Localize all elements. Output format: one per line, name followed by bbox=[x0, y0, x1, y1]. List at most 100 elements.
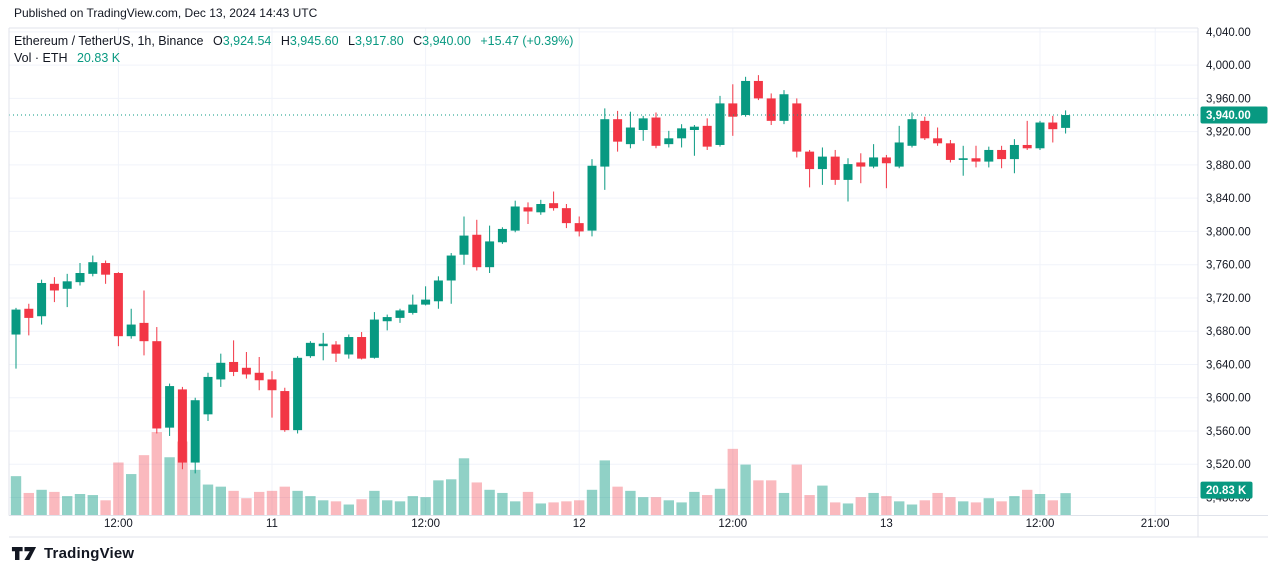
high-label: H bbox=[280, 34, 290, 48]
volume-bar bbox=[458, 458, 470, 515]
volume-bar bbox=[945, 497, 956, 515]
candle-body-down bbox=[856, 162, 866, 167]
candle-body-down bbox=[830, 156, 840, 180]
candle-body-up bbox=[293, 357, 303, 431]
candle-body-down bbox=[920, 120, 930, 139]
volume-bar bbox=[49, 491, 60, 515]
volume-bar bbox=[151, 432, 162, 515]
volume-bar bbox=[1022, 489, 1033, 515]
volume-bar bbox=[87, 495, 98, 515]
price-axis-label: 3,840.00 bbox=[1206, 193, 1251, 205]
time-axis-label: 12:00 bbox=[1026, 518, 1055, 530]
candle-body-up bbox=[369, 319, 379, 358]
volume-bar bbox=[471, 482, 482, 515]
price-axis-label: 3,760.00 bbox=[1206, 260, 1251, 272]
candle-body-up bbox=[1009, 144, 1019, 160]
volume-bar bbox=[689, 491, 700, 515]
legend-line-symbol: Ethereum / TetherUS, 1h, Binance O3,924.… bbox=[14, 33, 573, 50]
candle-body-up bbox=[625, 127, 635, 145]
candle-body-up bbox=[1061, 115, 1071, 128]
volume-value: 20.83 K bbox=[76, 51, 121, 65]
volume-bar bbox=[202, 484, 214, 515]
time-axis-label: 11 bbox=[266, 518, 278, 530]
candle-body-down bbox=[574, 223, 584, 232]
volume-bar bbox=[10, 476, 22, 515]
volume-bar bbox=[266, 490, 278, 515]
volume-bar bbox=[804, 495, 815, 515]
volume-bar bbox=[778, 492, 790, 515]
volume-bar bbox=[663, 500, 674, 515]
candle-body-down bbox=[753, 80, 763, 99]
volume-bar bbox=[1060, 493, 1071, 515]
candle-body-down bbox=[702, 125, 712, 147]
price-axis-label: 3,920.00 bbox=[1206, 127, 1251, 139]
candle-body-up bbox=[88, 262, 98, 274]
candle-body-down bbox=[561, 208, 571, 224]
price-axis-label: 3,800.00 bbox=[1206, 226, 1251, 238]
candle-body-down bbox=[997, 149, 1007, 160]
candle-body-down bbox=[241, 367, 251, 375]
candle-body-down bbox=[113, 273, 123, 337]
candle-body-down bbox=[881, 157, 891, 164]
price-axis-label: 3,600.00 bbox=[1206, 393, 1251, 405]
volume-bar bbox=[62, 496, 73, 515]
candle-body-down bbox=[267, 379, 277, 391]
volume-bar bbox=[919, 500, 930, 515]
legend-line-volume: Vol · ETH 20.83 K bbox=[14, 50, 573, 67]
volume-bar bbox=[650, 497, 662, 515]
symbol-title: Ethereum / TetherUS, 1h, Binance bbox=[14, 34, 204, 48]
volume-bar bbox=[881, 496, 892, 515]
volume-bar bbox=[817, 485, 828, 515]
low-label: L bbox=[348, 34, 355, 48]
volume-bar bbox=[906, 504, 918, 515]
candle-body-up bbox=[485, 241, 495, 268]
volume-bar bbox=[100, 500, 111, 515]
current-price-badge bbox=[1200, 106, 1268, 124]
candle-body-down bbox=[139, 322, 149, 342]
candle-body-down bbox=[766, 98, 776, 121]
volume-bar bbox=[446, 479, 457, 515]
price-axis-label: 4,000.00 bbox=[1206, 60, 1251, 72]
candle-body-up bbox=[344, 337, 354, 355]
volume-bar bbox=[842, 503, 854, 515]
candle-body-down bbox=[229, 361, 239, 372]
candle-body-up bbox=[318, 343, 328, 347]
volume-bar bbox=[714, 488, 726, 515]
candle-body-up bbox=[638, 118, 648, 131]
volume-bar bbox=[830, 502, 841, 515]
change-value: +15.47 (+0.39%) bbox=[480, 34, 574, 48]
time-axis-label: 13 bbox=[880, 518, 893, 530]
low-value: 3,917.80 bbox=[354, 34, 404, 48]
candle-body-up bbox=[190, 400, 200, 463]
tradingview-logo-text: TradingView bbox=[44, 545, 135, 562]
candle-body-down bbox=[792, 103, 802, 152]
volume-bar bbox=[382, 500, 393, 515]
volume-bar bbox=[625, 490, 636, 515]
candle-body-up bbox=[1035, 122, 1045, 149]
volume-bar bbox=[702, 495, 713, 515]
open-label: O bbox=[212, 34, 223, 48]
volume-bar bbox=[727, 448, 738, 515]
volume-bar bbox=[535, 503, 546, 515]
tradingview-logo[interactable]: TradingView bbox=[11, 545, 134, 562]
price-axis-label: 3,880.00 bbox=[1206, 160, 1251, 172]
volume-bar bbox=[241, 498, 252, 515]
volume-label: Vol · ETH bbox=[14, 51, 68, 65]
volume-bar bbox=[791, 464, 802, 515]
price-axis-label: 4,040.00 bbox=[1206, 27, 1251, 39]
volume-bar bbox=[855, 497, 866, 515]
candle-body-down bbox=[280, 391, 290, 431]
volume-bar bbox=[433, 480, 444, 515]
volume-bar bbox=[74, 494, 86, 515]
candle-body-down bbox=[971, 158, 981, 162]
volume-bar bbox=[766, 480, 777, 515]
price-axis-label: 3,720.00 bbox=[1206, 293, 1251, 305]
volume-bar bbox=[343, 504, 354, 515]
candle-body-up bbox=[11, 309, 21, 335]
candle-body-up bbox=[536, 203, 546, 213]
candle-body-up bbox=[305, 342, 315, 357]
candle-body-up bbox=[510, 206, 520, 231]
candle-body-down bbox=[1022, 144, 1032, 149]
